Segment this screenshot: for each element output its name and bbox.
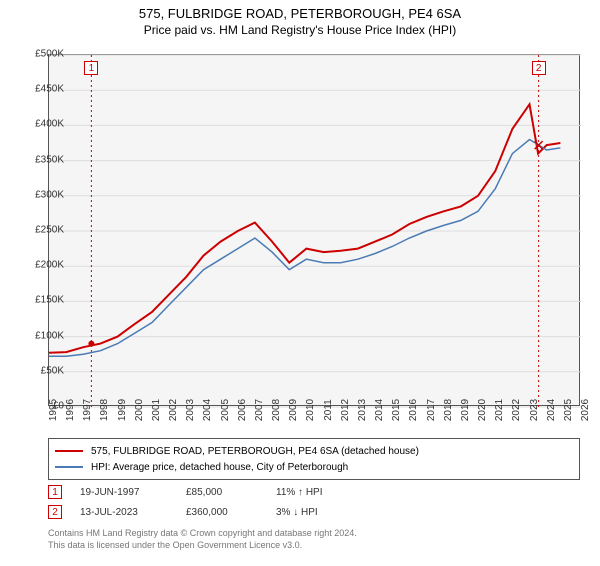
y-tick-label: £250K	[22, 225, 64, 236]
x-tick-label: 2003	[185, 399, 196, 421]
x-tick-label: 2024	[546, 399, 557, 421]
event-marker-box: 2	[48, 505, 62, 519]
event-date: 13-JUL-2023	[80, 507, 168, 518]
y-tick-label: £50K	[22, 365, 64, 376]
y-tick-label: £150K	[22, 295, 64, 306]
x-tick-label: 1996	[65, 399, 76, 421]
event-row: 2 13-JUL-2023 £360,000 3% ↓ HPI	[48, 502, 356, 522]
event-marker-2: 2	[532, 61, 546, 75]
event-date: 19-JUN-1997	[80, 487, 168, 498]
event-price: £85,000	[186, 487, 258, 498]
x-tick-label: 2023	[529, 399, 540, 421]
chart-subtitle: Price paid vs. HM Land Registry's House …	[0, 23, 600, 37]
event-list: 1 19-JUN-1997 £85,000 11% ↑ HPI 2 13-JUL-2023…	[48, 482, 356, 522]
event-price: £360,000	[186, 507, 258, 518]
event-marker-1: 1	[84, 61, 98, 75]
legend-swatch	[55, 466, 83, 468]
legend-item: 575, FULBRIDGE ROAD, PETERBOROUGH, PE4 6…	[55, 443, 573, 459]
y-tick-label: £100K	[22, 330, 64, 341]
x-tick-label: 2019	[460, 399, 471, 421]
x-tick-label: 2017	[426, 399, 437, 421]
x-tick-label: 2025	[563, 399, 574, 421]
x-tick-label: 2016	[408, 399, 419, 421]
x-tick-label: 2001	[151, 399, 162, 421]
y-tick-label: £200K	[22, 260, 64, 271]
x-tick-label: 2021	[494, 399, 505, 421]
y-tick-label: £450K	[22, 84, 64, 95]
x-tick-label: 1998	[99, 399, 110, 421]
y-tick-label: £300K	[22, 189, 64, 200]
x-tick-label: 2015	[391, 399, 402, 421]
x-tick-label: 2020	[477, 399, 488, 421]
x-tick-label: 2006	[237, 399, 248, 421]
legend: 575, FULBRIDGE ROAD, PETERBOROUGH, PE4 6…	[48, 438, 580, 480]
legend-label: HPI: Average price, detached house, City…	[91, 462, 348, 473]
x-tick-label: 2011	[323, 399, 334, 421]
chart-title: 575, FULBRIDGE ROAD, PETERBOROUGH, PE4 6…	[0, 6, 600, 21]
x-tick-label: 2002	[168, 399, 179, 421]
x-tick-label: 2005	[220, 399, 231, 421]
x-tick-label: 2000	[134, 399, 145, 421]
x-tick-label: 2004	[202, 399, 213, 421]
x-tick-label: 2014	[374, 399, 385, 421]
y-tick-label: £350K	[22, 154, 64, 165]
event-delta: 11% ↑ HPI	[276, 487, 356, 498]
y-tick-label: £400K	[22, 119, 64, 130]
x-tick-label: 2012	[340, 399, 351, 421]
x-tick-label: 1999	[117, 399, 128, 421]
legend-item: HPI: Average price, detached house, City…	[55, 459, 573, 475]
x-tick-label: 2010	[305, 399, 316, 421]
x-tick-label: 2008	[271, 399, 282, 421]
chart-plot-area: 12	[48, 54, 580, 406]
x-tick-label: 2007	[254, 399, 265, 421]
y-tick-label: £500K	[22, 49, 64, 60]
x-tick-label: 2022	[511, 399, 522, 421]
chart-svg	[49, 55, 579, 405]
x-tick-label: 2013	[357, 399, 368, 421]
legend-label: 575, FULBRIDGE ROAD, PETERBOROUGH, PE4 6…	[91, 446, 419, 457]
x-tick-label: 1997	[82, 399, 93, 421]
x-tick-label: 1995	[48, 399, 59, 421]
footer-attribution: Contains HM Land Registry data © Crown c…	[48, 528, 357, 551]
event-delta: 3% ↓ HPI	[276, 507, 356, 518]
event-marker-box: 1	[48, 485, 62, 499]
x-tick-label: 2026	[580, 399, 591, 421]
x-tick-label: 2018	[443, 399, 454, 421]
footer-line-1: Contains HM Land Registry data © Crown c…	[48, 528, 357, 540]
footer-line-2: This data is licensed under the Open Gov…	[48, 540, 357, 552]
x-tick-label: 2009	[288, 399, 299, 421]
event-row: 1 19-JUN-1997 £85,000 11% ↑ HPI	[48, 482, 356, 502]
legend-swatch	[55, 450, 83, 452]
